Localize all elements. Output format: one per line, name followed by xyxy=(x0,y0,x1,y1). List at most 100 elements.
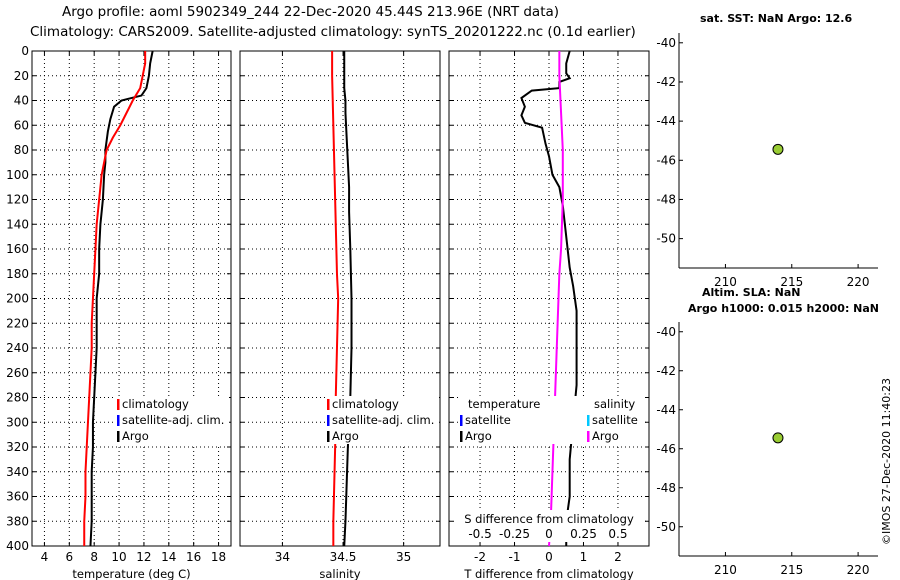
sal-legend-climatology-swatch xyxy=(327,399,330,410)
y-tick-label: 80 xyxy=(14,143,29,157)
y-tick-label: 140 xyxy=(6,217,29,231)
map-y-tick-label: -48 xyxy=(656,192,676,206)
diff-legend-t-argo-swatch xyxy=(460,431,463,442)
sal-legend-satellite-label: satellite-adj. clim. xyxy=(332,413,434,427)
altim-sla-title: Altim. SLA: NaN xyxy=(702,286,801,299)
series-line-argo xyxy=(89,50,154,547)
map-x-tick-label: 215 xyxy=(780,275,803,289)
x-axis-label: temperature (deg C) xyxy=(72,567,190,580)
temperature-panel: 4 6 8 10 12 14 16 18 temperature (deg C) 0 20 40 60 8… xyxy=(6,44,232,580)
x-tick-label: 2 xyxy=(614,550,622,564)
y-tick-label: 340 xyxy=(6,465,29,479)
x-tick-label: 14 xyxy=(161,550,176,564)
x-tick-label: 1 xyxy=(580,550,588,564)
diff-legend-salinity-title: salinity xyxy=(594,397,635,411)
sat-sst-title: sat. SST: NaN Argo: 12.6 xyxy=(700,12,853,25)
climatology-title: Climatology: CARS2009. Satellite-adjuste… xyxy=(30,24,636,40)
map-x-tick-label: 210 xyxy=(714,563,737,577)
x-tick-label: 35 xyxy=(396,550,411,564)
y-tick-label: 260 xyxy=(6,366,29,380)
y-tick-label: 200 xyxy=(6,292,29,306)
x-tick-label: 34.5 xyxy=(330,550,357,564)
diff-legend-s-argo-swatch xyxy=(587,431,590,442)
map-y-tick-label: -46 xyxy=(656,442,676,456)
diff-legend-s-satellite-label: satellite xyxy=(592,413,638,427)
diff-legend-t-satellite-label: satellite xyxy=(465,413,511,427)
argo-location-marker xyxy=(772,143,784,155)
sal-legend-climatology-label: climatology xyxy=(332,397,399,411)
map-y-tick-label: -42 xyxy=(656,75,676,89)
map-y-tick-label: -50 xyxy=(656,520,676,534)
diff-legend-s-argo-label: Argo xyxy=(592,429,619,443)
temp-legend-satellite-label: satellite-adj. clim. xyxy=(122,413,224,427)
secondary-x-tick-label: -0.5 xyxy=(468,527,491,541)
diff-legend-temperature-title: temperature xyxy=(468,397,540,411)
y-tick-label: 0 xyxy=(21,44,29,58)
map-y-tick-label: -40 xyxy=(656,36,676,50)
argo-location-marker xyxy=(772,432,784,444)
x-tick-label: 4 xyxy=(41,550,49,564)
y-tick-label: 60 xyxy=(14,118,29,132)
y-tick-label: 360 xyxy=(6,490,29,504)
temp-legend-argo-label: Argo xyxy=(122,429,149,443)
y-tick-label: 380 xyxy=(6,514,29,528)
salinity-panel: 34 34.5 35 salinity xyxy=(239,50,441,580)
sal-legend-argo-swatch xyxy=(327,431,330,442)
series-line-s-argo xyxy=(548,51,564,547)
y-tick-label: 240 xyxy=(6,341,29,355)
map-x-tick-label: 220 xyxy=(847,275,870,289)
y-tick-label: 320 xyxy=(6,440,29,454)
x-tick-label: 10 xyxy=(111,550,126,564)
secondary-x-tick-label: 0.25 xyxy=(570,527,597,541)
sal-legend-satellite-swatch xyxy=(327,415,330,426)
sal-legend-argo-label: Argo xyxy=(332,429,359,443)
diff-legend-s-satellite-swatch xyxy=(587,415,590,426)
altim-sla-map-panel: -40 -42 -44 -46 -48 -50 210 215 220 xyxy=(656,322,878,577)
x-axis-label: salinity xyxy=(319,567,360,580)
argo-height-title: Argo h1000: 0.015 h2000: NaN xyxy=(688,302,880,315)
series-line-climatology xyxy=(83,51,147,546)
x-tick-label: -1 xyxy=(509,550,521,564)
x-tick-label: 16 xyxy=(186,550,201,564)
x-axis-label: T difference from climatology xyxy=(463,567,634,580)
y-tick-label: 400 xyxy=(6,539,29,553)
map-y-tick-label: -50 xyxy=(656,232,676,246)
temp-legend-argo-swatch xyxy=(117,431,120,442)
secondary-x-tick-label: 0.5 xyxy=(608,527,627,541)
series-line-argo xyxy=(343,51,353,547)
series-line-climatology xyxy=(331,51,340,546)
map-x-tick-label: 215 xyxy=(780,563,803,577)
x-tick-label: -2 xyxy=(474,550,486,564)
map-x-tick-label: 220 xyxy=(847,563,870,577)
y-tick-label: 280 xyxy=(6,391,29,405)
sat-sst-map-panel: -40 -42 -44 -46 -48 -50 210 215 220 xyxy=(656,33,878,289)
temp-legend-satellite-swatch xyxy=(117,415,120,426)
y-tick-label: 20 xyxy=(14,69,29,83)
temp-legend-climatology-swatch xyxy=(117,399,120,410)
map-x-tick-label: 210 xyxy=(714,275,737,289)
y-tick-label: 180 xyxy=(6,267,29,281)
y-tick-label: 300 xyxy=(6,415,29,429)
diff-legend-t-satellite-swatch xyxy=(460,415,463,426)
difference-panel: -2 -1 0 1 2 T difference from climatology S di… xyxy=(448,50,650,580)
secondary-x-tick-label: 0 xyxy=(545,527,553,541)
x-tick-label: 18 xyxy=(211,550,226,564)
secondary-x-tick-label: -0.25 xyxy=(499,527,530,541)
map-y-tick-label: -44 xyxy=(656,114,676,128)
map-y-tick-label: -44 xyxy=(656,403,676,417)
y-tick-label: 100 xyxy=(6,168,29,182)
y-tick-label: 160 xyxy=(6,242,29,256)
map-y-tick-label: -42 xyxy=(656,364,676,378)
y-tick-label: 220 xyxy=(6,316,29,330)
x-tick-label: 8 xyxy=(90,550,98,564)
diff-legend-t-argo-label: Argo xyxy=(465,429,492,443)
imos-timestamp: ©IMOS 27-Dec-2020 11:40:23 xyxy=(880,378,893,545)
y-tick-label: 40 xyxy=(14,94,29,108)
top-axis-bg xyxy=(454,510,644,542)
map-y-tick-label: -46 xyxy=(656,153,676,167)
x-tick-label: 12 xyxy=(136,550,151,564)
axis-frame xyxy=(31,50,232,547)
profile-title: Argo profile: aoml 5902349_244 22-Dec-20… xyxy=(62,4,560,20)
temp-legend-climatology-label: climatology xyxy=(122,397,189,411)
